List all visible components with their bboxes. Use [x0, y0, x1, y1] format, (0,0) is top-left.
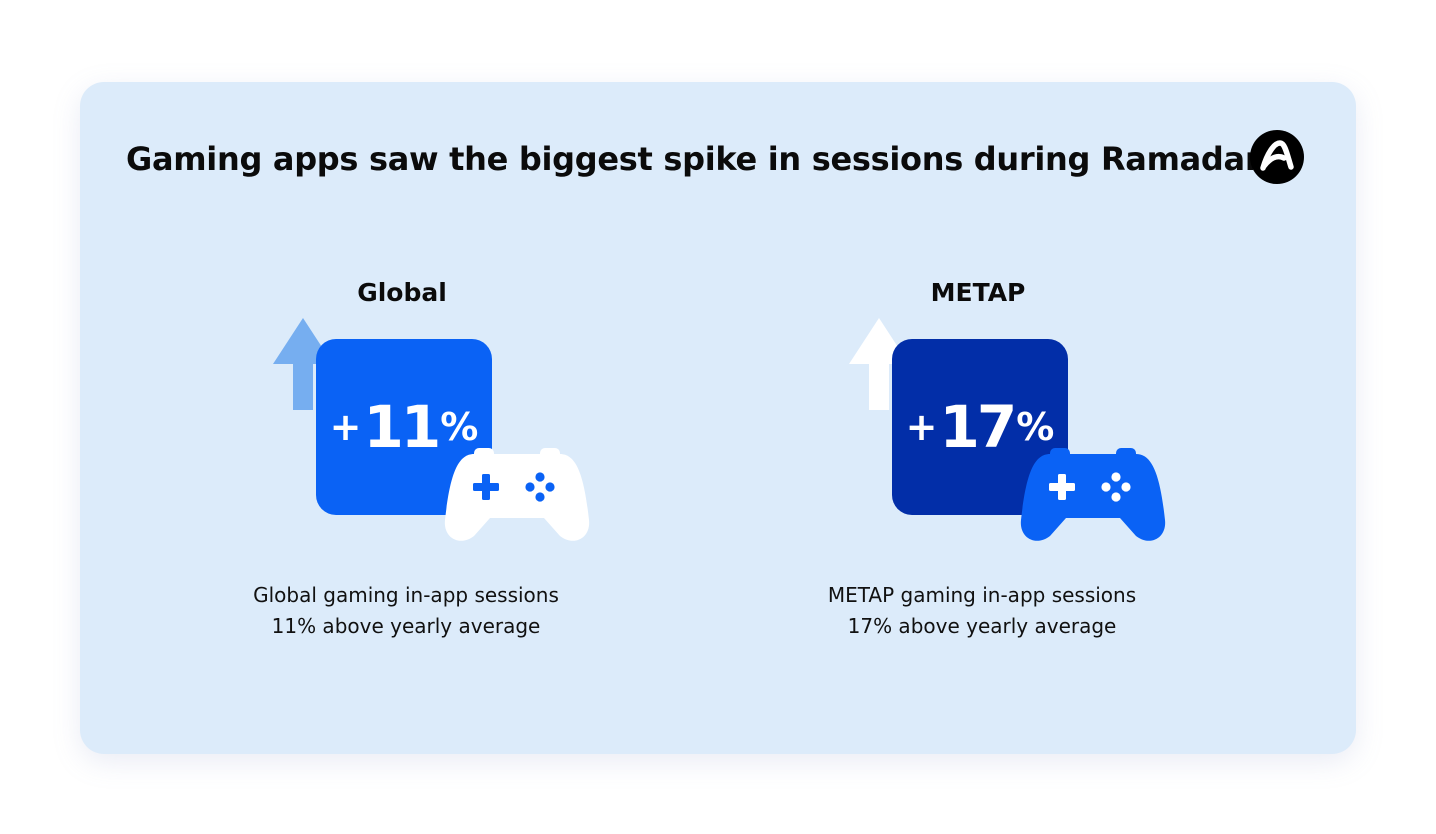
- stat-value: 11: [363, 393, 442, 461]
- region-label-global: Global: [357, 278, 447, 307]
- stat-sign: +: [329, 405, 362, 449]
- panel-metap: METAP + 17 % METAP gaming in-app session…: [772, 82, 1192, 754]
- adjust-logo-icon: [1250, 130, 1304, 184]
- up-arrow-icon: [849, 318, 909, 410]
- infographic-card: Gaming apps saw the biggest spike in ses…: [80, 82, 1356, 754]
- stat-global: + 11 %: [316, 339, 492, 515]
- panel-global: Global + 11 % Global gaming in-app sessi…: [196, 82, 616, 754]
- game-controller-icon: [444, 448, 590, 541]
- up-arrow-icon: [273, 318, 333, 410]
- stat-metap: + 17 %: [892, 339, 1068, 515]
- stat-sign: +: [905, 405, 938, 449]
- stat-box-global: + 11 %: [316, 339, 492, 515]
- caption-global: Global gaming in-app sessions 11% above …: [196, 580, 616, 642]
- page-title: Gaming apps saw the biggest spike in ses…: [126, 140, 1268, 178]
- caption-line: METAP gaming in-app sessions: [827, 583, 1137, 607]
- caption-metap: METAP gaming in-app sessions 17% above y…: [772, 580, 1192, 642]
- caption-line: Global gaming in-app sessions: [253, 583, 559, 607]
- game-controller-icon: [1020, 448, 1166, 541]
- caption-line: 11% above yearly average: [271, 614, 541, 638]
- stat-unit: %: [1016, 405, 1055, 449]
- stat-value: 17: [939, 393, 1018, 461]
- caption-line: 17% above yearly average: [847, 614, 1117, 638]
- stat-unit: %: [440, 405, 479, 449]
- region-label-metap: METAP: [930, 278, 1026, 307]
